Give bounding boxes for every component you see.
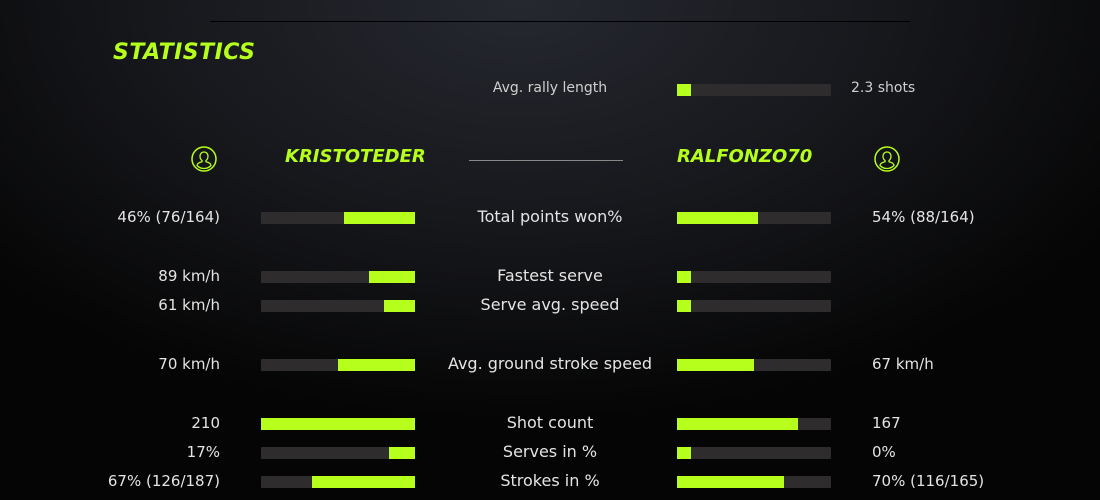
stat-right-bar	[677, 271, 831, 283]
stat-label: Avg. ground stroke speed	[447, 354, 653, 373]
stat-right-bar-fill	[677, 476, 785, 488]
stat-left-bar-fill	[338, 359, 415, 371]
stat-right-bar-fill	[677, 212, 759, 224]
top-divider	[210, 21, 910, 22]
stat-right-value: 167	[872, 414, 901, 432]
stat-right-bar-fill	[677, 300, 691, 312]
stat-right-value: 70% (116/165)	[872, 472, 985, 490]
stat-right-bar-fill	[677, 447, 691, 459]
stat-right-value: 0%	[872, 443, 896, 461]
stat-left-value: 17%	[186, 443, 220, 461]
stat-left-bar-fill	[384, 300, 415, 312]
stat-left-value: 61 km/h	[158, 296, 220, 314]
stat-right-bar	[677, 418, 831, 430]
user-circle-icon	[874, 146, 900, 172]
stat-right-bar	[677, 212, 831, 224]
stat-label: Serve avg. speed	[480, 295, 620, 314]
stat-left-bar-fill	[388, 447, 415, 459]
stat-left-bar-fill	[261, 418, 415, 430]
stat-right-bar	[677, 359, 831, 371]
stat-right-bar-fill	[677, 271, 691, 283]
player-left-name: KRISTOTEDER	[285, 146, 426, 167]
stat-right-value: 54% (88/164)	[872, 208, 975, 226]
page-title: STATISTICS	[113, 40, 256, 65]
stat-left-value: 210	[191, 414, 220, 432]
stat-label: Strokes in %	[500, 471, 600, 490]
stat-left-bar	[261, 212, 415, 224]
stat-label: Serves in %	[502, 442, 598, 461]
header-divider	[469, 160, 623, 161]
player-right-name: RALFONZO70	[677, 146, 813, 167]
stat-left-bar	[261, 418, 415, 430]
rally-bar	[677, 84, 831, 96]
stat-left-value: 46% (76/164)	[117, 208, 220, 226]
rally-label: Avg. rally length	[492, 80, 608, 96]
stat-right-bar-fill	[677, 418, 798, 430]
stat-label: Shot count	[506, 413, 594, 432]
stat-left-bar	[261, 359, 415, 371]
stat-left-bar	[261, 476, 415, 488]
stat-label: Fastest serve	[497, 266, 603, 285]
stat-left-value: 89 km/h	[158, 267, 220, 285]
stat-label: Total points won%	[477, 207, 623, 226]
stat-right-bar-fill	[677, 359, 754, 371]
stat-left-bar	[261, 447, 415, 459]
stat-right-bar	[677, 447, 831, 459]
stat-left-value: 67% (126/187)	[107, 472, 220, 490]
stat-right-bar	[677, 476, 831, 488]
user-circle-icon	[191, 146, 217, 172]
stat-left-bar	[261, 271, 415, 283]
stat-left-bar-fill	[368, 271, 415, 283]
stat-left-value: 70 km/h	[158, 355, 220, 373]
stat-left-bar-fill	[344, 212, 415, 224]
stat-right-bar	[677, 300, 831, 312]
stat-right-value: 67 km/h	[872, 355, 934, 373]
stat-left-bar-fill	[311, 476, 415, 488]
rally-bar-fill	[677, 84, 691, 96]
stat-left-bar	[261, 300, 415, 312]
rally-value: 2.3 shots	[851, 80, 916, 96]
